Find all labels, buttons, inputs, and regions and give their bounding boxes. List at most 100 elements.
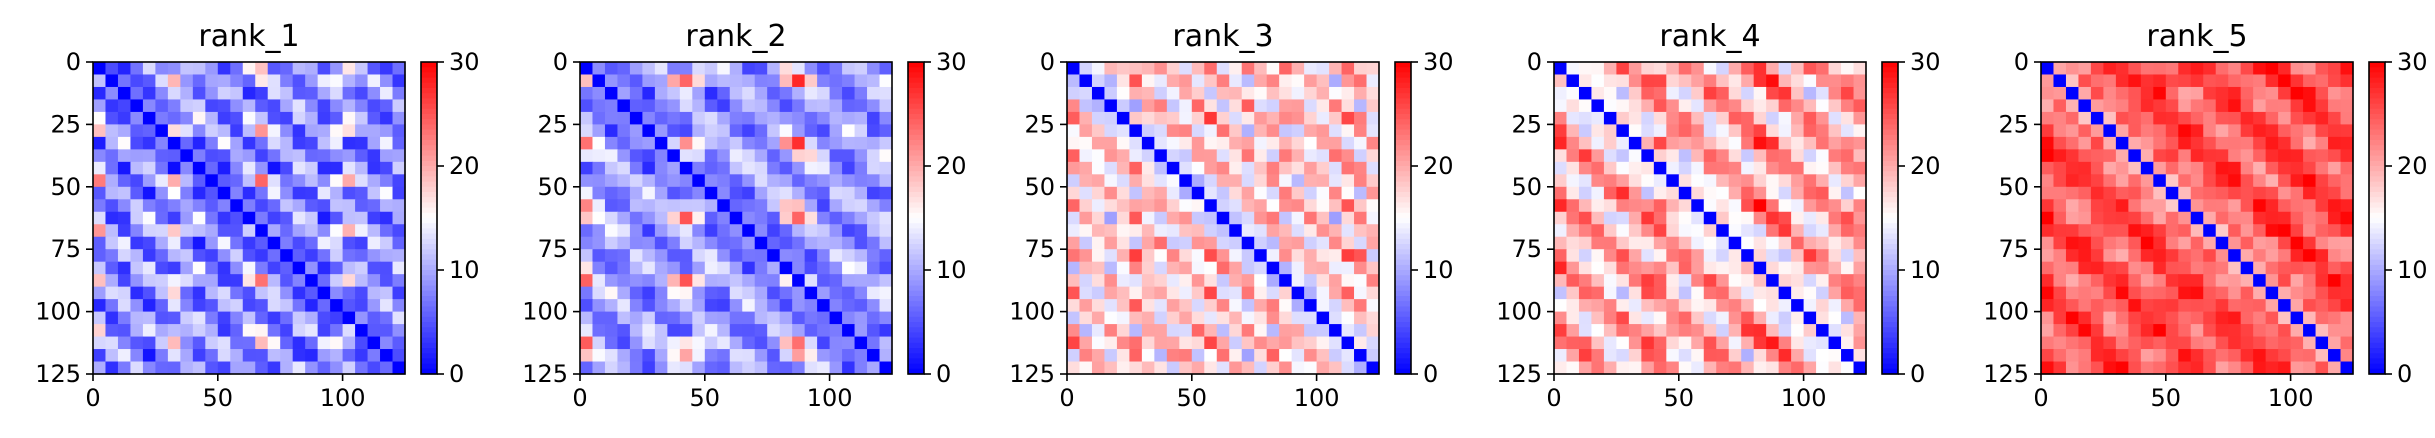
heatmap-cell [767,274,781,288]
heatmap-cell [717,174,731,188]
heatmap-cell [242,74,256,88]
heatmap-cell [867,136,881,150]
heatmap-cell [230,286,244,300]
heatmap-cell [305,236,319,250]
heatmap-cell [242,349,256,363]
heatmap-cell [629,149,643,163]
heatmap-cell [2265,224,2279,238]
heatmap-cell [854,111,868,125]
heatmap-cell [1341,99,1355,113]
heatmap-cell [105,286,119,300]
heatmap-cell [2265,186,2279,200]
heatmap-cell [767,199,781,213]
heatmap-cell [392,274,406,288]
heatmap-cell [367,249,381,263]
heatmap-cell [829,62,843,76]
heatmap-cell [2278,86,2292,101]
heatmap-cell [1741,261,1755,275]
heatmap-cell [1091,299,1106,313]
heatmap-cell [2178,62,2192,76]
heatmap-cell [2153,174,2167,188]
heatmap-cell [2165,261,2179,275]
heatmap-cell [142,161,156,175]
colorbar-strip [1395,337,1411,344]
heatmap-cell [1179,161,1193,175]
colorbar [1882,62,1898,375]
heatmap-cell [1578,211,1593,225]
heatmap-cell [1241,324,1255,338]
heatmap-cell [392,336,406,350]
heatmap-cell [1778,236,1792,250]
heatmap-cell [392,99,406,113]
heatmap-cell [2190,161,2204,175]
colorbar-strip [421,202,437,209]
heatmap-cell [330,349,344,363]
heatmap-cell [330,62,344,76]
heatmap-cell [1067,99,1081,113]
heatmap-cell [779,224,793,238]
heatmap-cell [742,224,756,238]
heatmap-cell [1304,136,1318,150]
heatmap-cell [1079,299,1093,313]
heatmap-cell [205,74,219,88]
heatmap-cell [192,286,206,300]
heatmap-cell [1853,236,1867,250]
heatmap-cell [729,299,743,313]
heatmap-cell [767,161,781,175]
colorbar-strip [421,249,437,255]
heatmap-cell [1154,274,1168,288]
heatmap-cell [2240,336,2254,350]
heatmap-cell [1279,186,1293,200]
heatmap-cell [93,311,107,325]
heatmap-cell [105,111,119,125]
heatmap-cell [2140,86,2154,101]
heatmap-cell [1329,161,1343,175]
heatmap-cell [580,336,594,350]
heatmap-cell [1166,186,1180,200]
heatmap-cell [2090,199,2104,213]
heatmap-cell [1841,274,1855,288]
heatmap-cell [767,249,781,263]
heatmap-cell [2041,211,2055,225]
heatmap-cell [1641,186,1655,200]
heatmap-cell [2041,86,2055,101]
heatmap-cell [729,349,743,363]
heatmap-cell [267,274,281,288]
heatmap-cell [1628,286,1642,300]
colorbar-strip [421,337,437,344]
colorbar-tick-label: 30 [1910,48,1941,76]
heatmap-cell [717,161,731,175]
heatmap-cell [1067,74,1081,88]
colorbar-strip [908,296,924,302]
heatmap-cell [1778,261,1792,275]
heatmap-cell [779,286,793,300]
heatmap-cell [679,336,693,350]
heatmap-cell [1241,311,1255,325]
heatmap-cell [2078,211,2092,225]
heatmap-cell [2278,174,2292,188]
heatmap-cell [1304,311,1318,325]
heatmap-cell [1554,199,1568,213]
heatmap-cell [1791,224,1805,238]
heatmap-cell [792,86,806,101]
heatmap-cell [1703,199,1717,213]
heatmap-cell [280,149,294,163]
heatmap-cell [1191,299,1205,313]
heatmap-cell [1653,174,1667,188]
heatmap-cell [654,336,668,350]
heatmap-cell [729,311,743,325]
heatmap-cell [280,311,294,325]
heatmap-cell [380,336,394,350]
heatmap-cell [155,274,169,288]
heatmap-cell [1141,136,1155,150]
heatmap-cell [392,149,406,163]
heatmap-cell [629,99,643,113]
heatmap-cell [155,211,169,225]
heatmap-cell [1678,86,1692,101]
heatmap-cell [105,299,119,313]
heatmap-cell [817,261,831,275]
heatmap-cell [93,324,107,338]
heatmap-cell [1166,149,1180,163]
heatmap-cell [167,186,181,200]
heatmap-cell [380,211,394,225]
